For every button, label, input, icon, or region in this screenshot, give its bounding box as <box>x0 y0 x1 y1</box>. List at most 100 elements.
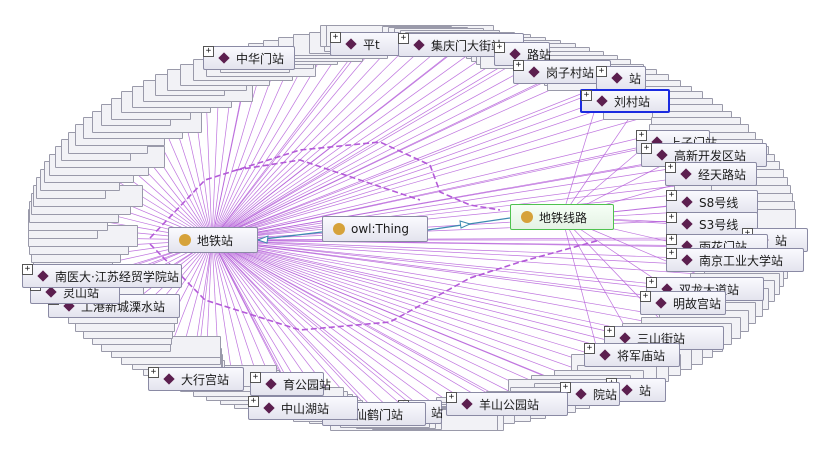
expand-toggle-icon[interactable]: + <box>581 90 592 101</box>
individual-node-jingtianlu[interactable]: + 经天路站 <box>665 162 757 186</box>
instance-edge-yuhuamen <box>211 239 718 247</box>
individual-node-nangongye[interactable]: + 南京工业大学站 <box>666 248 804 272</box>
instance-edge-jingtianlu <box>211 173 712 241</box>
expand-toggle-icon[interactable]: + <box>248 396 259 407</box>
expand-toggle-icon[interactable]: + <box>666 248 677 259</box>
instance-edge <box>211 110 667 241</box>
expand-toggle-icon[interactable]: + <box>446 392 457 403</box>
individual-node-s8[interactable]: + S8号线 <box>666 190 758 214</box>
instance-edge <box>211 103 656 241</box>
individual-diamond-icon <box>681 254 693 266</box>
class-node-thing[interactable]: owl:Thing <box>322 216 428 242</box>
expand-toggle-icon[interactable]: + <box>203 46 214 57</box>
instance-edge-shuanglong <box>211 239 706 290</box>
instance-edge <box>211 239 632 367</box>
individual-node-zhan_top[interactable]: + 站 <box>596 66 646 90</box>
class-node-station[interactable]: 地铁站 <box>168 227 258 253</box>
instance-edge <box>211 41 413 241</box>
instance-edge <box>211 61 562 241</box>
instance-edge-gangzicun <box>211 71 563 241</box>
individual-node-yuan_bottom[interactable]: + 院站 <box>560 382 620 406</box>
instance-edge <box>211 239 430 415</box>
hierarchy-edges <box>255 217 511 244</box>
individual-node-zhongshanhu[interactable]: + 中山湖站 <box>248 396 358 420</box>
instance-edge-yuan_bottom <box>211 239 591 395</box>
expand-toggle-icon[interactable]: + <box>22 264 33 275</box>
instance-edge <box>211 45 481 241</box>
individual-node-xianhemen[interactable]: +仙鹤门站 <box>322 402 426 426</box>
class-node-metro-line[interactable]: 地铁线路 <box>510 204 614 230</box>
individual-diamond-icon <box>656 149 668 161</box>
individual-node-label: 灵山站 <box>63 285 100 300</box>
instance-edge <box>211 239 249 390</box>
instance-edge <box>211 54 295 241</box>
instance-edge <box>211 239 656 353</box>
expand-toggle-icon[interactable]: + <box>666 212 677 223</box>
individual-node-label: 大行宫站 <box>181 372 230 387</box>
individual-node-nanyi[interactable]: + 南医大·江苏经贸学院站 <box>22 264 182 288</box>
instance-edge <box>211 48 328 241</box>
individual-diamond-icon <box>265 378 277 390</box>
expand-toggle-icon[interactable]: + <box>513 60 524 71</box>
instance-edge <box>211 62 264 241</box>
individual-node-label: 站 <box>431 405 444 420</box>
individual-node-lishui[interactable]: +工港新城溧水站 <box>48 294 180 318</box>
instance-edge <box>211 239 719 296</box>
expand-toggle-icon[interactable]: + <box>640 291 651 302</box>
individual-node-pingt[interactable]: + 平t <box>330 32 400 56</box>
individual-node-label: 南京工业大学站 <box>699 253 784 268</box>
instance-edge-zhan_top <box>211 77 622 241</box>
class-node-label: owl:Thing <box>351 222 410 236</box>
instance-edge <box>211 239 464 412</box>
individual-node-gangzicun[interactable]: + 岗子村站 <box>513 60 611 84</box>
expand-toggle-icon[interactable]: + <box>641 143 652 154</box>
expand-toggle-icon[interactable]: + <box>636 130 647 141</box>
instance-edge <box>211 160 719 241</box>
instance-edge-sanshanjie <box>211 239 665 339</box>
expand-toggle-icon[interactable]: + <box>646 277 657 288</box>
individual-node-label: S3号线 <box>699 217 739 232</box>
individual-node-label: 将军庙站 <box>617 348 666 363</box>
instance-edge-tiyugongyuan <box>211 239 288 385</box>
expand-toggle-icon[interactable]: + <box>148 367 159 378</box>
individual-diamond-icon <box>45 286 57 298</box>
individual-node-daxinggong[interactable]: + 大行宫站 <box>148 367 244 391</box>
individual-node-liucun[interactable]: + 刘村站 <box>580 89 670 113</box>
individual-node-zhonghuamen[interactable]: + 中华门站 <box>203 46 295 70</box>
individual-diamond-icon <box>655 297 667 309</box>
instance-edge <box>211 239 396 414</box>
individual-node-label: 院站 <box>593 387 618 402</box>
arrow-head-cluster <box>149 141 501 239</box>
instance-edge-zhan_br <box>211 239 637 391</box>
expand-toggle-icon[interactable]: + <box>494 42 505 53</box>
instance-edge <box>211 239 234 385</box>
individual-node-tiyugongyuan[interactable]: + 育公园站 <box>250 372 331 396</box>
class-icon <box>179 234 191 246</box>
instance-edge <box>211 239 733 268</box>
expand-toggle-icon[interactable]: + <box>330 32 341 43</box>
expand-toggle-icon[interactable]: + <box>665 162 676 173</box>
individual-node-yangshan[interactable]: + 羊山公园站 <box>446 392 568 416</box>
edge-arrow <box>459 220 472 229</box>
individual-diamond-icon <box>37 270 49 282</box>
instance-edge <box>211 44 361 241</box>
instance-edge-gaoxin <box>211 154 705 241</box>
individual-node-minggugong[interactable]: + 明故宫站 <box>640 291 726 315</box>
expand-toggle-icon[interactable]: + <box>666 234 677 245</box>
instance-edge <box>211 239 530 402</box>
individual-diamond-icon <box>413 39 425 51</box>
instance-edge <box>211 54 530 241</box>
instance-edge <box>211 239 447 414</box>
instance-edge <box>211 239 591 385</box>
instance-edge-minggugong <box>211 239 684 304</box>
expand-toggle-icon[interactable]: + <box>250 372 261 383</box>
expand-toggle-icon[interactable]: + <box>584 343 595 354</box>
individual-diamond-icon <box>619 332 631 344</box>
expand-toggle-icon[interactable]: + <box>666 190 677 201</box>
expand-toggle-icon[interactable]: + <box>604 326 615 337</box>
instance-edge-shangzimen <box>211 141 674 241</box>
individual-node-jiangjunmiao[interactable]: + 将军庙站 <box>584 343 680 367</box>
expand-toggle-icon[interactable]: + <box>398 33 409 44</box>
individual-diamond-icon <box>263 402 275 414</box>
expand-toggle-icon[interactable]: + <box>596 66 607 77</box>
